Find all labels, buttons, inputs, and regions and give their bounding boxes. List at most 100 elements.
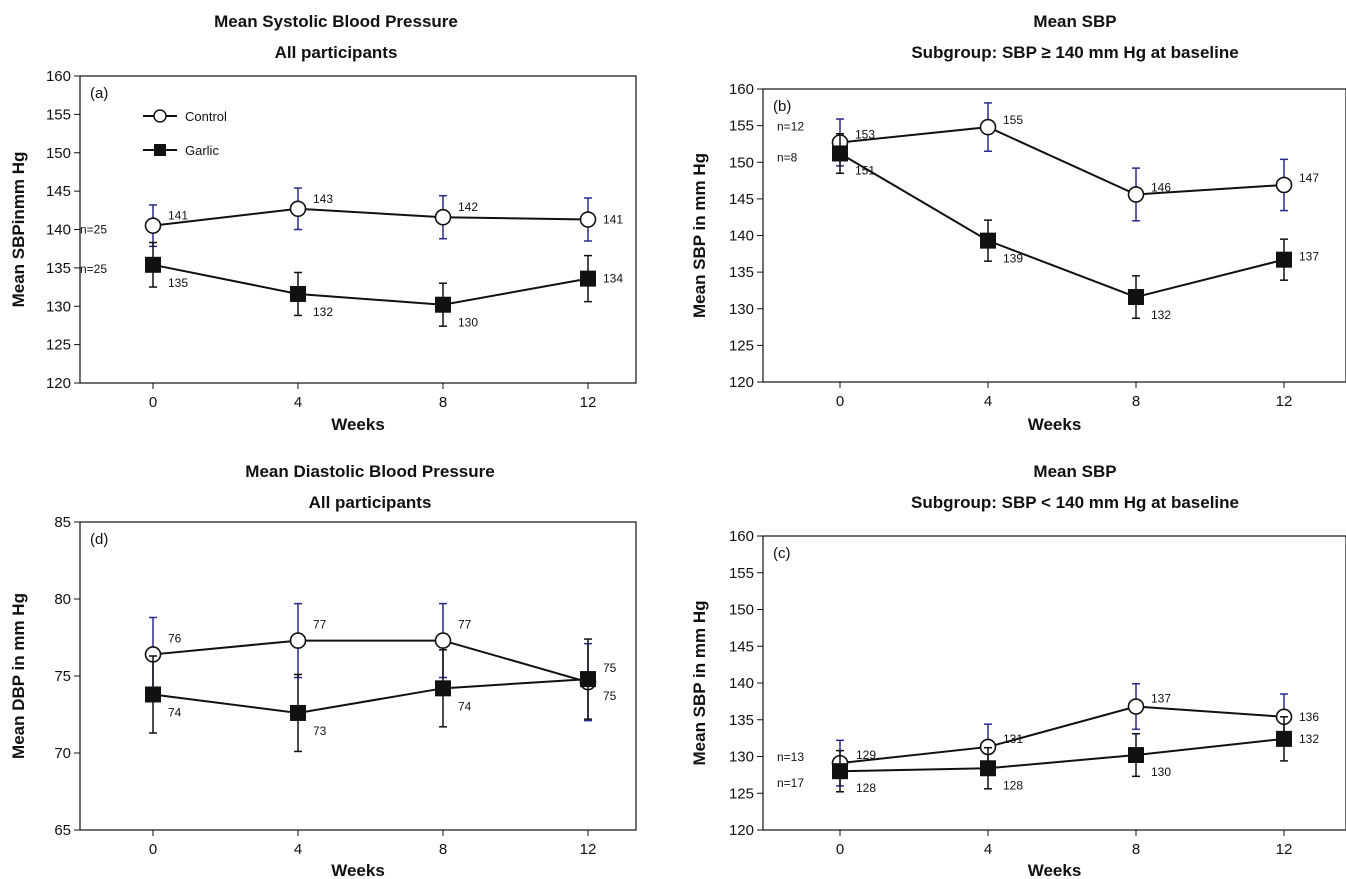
y-tick-label: 140 <box>729 675 754 692</box>
data-label: 151 <box>855 163 875 177</box>
plot-frame <box>79 75 637 384</box>
y-tick-label: 130 <box>729 749 754 766</box>
x-tick-label: 8 <box>439 841 447 858</box>
series-garlic: 128 128 130 132 <box>832 716 1319 795</box>
data-point-control <box>979 118 997 136</box>
series-line <box>839 126 1285 196</box>
y-tick-label: 125 <box>46 337 71 354</box>
data-label: 77 <box>458 618 472 632</box>
data-point-control <box>289 200 307 218</box>
data-label: 137 <box>1151 692 1171 706</box>
data-label: 73 <box>313 724 327 738</box>
x-tick-label: 8 <box>1132 393 1140 410</box>
series-line <box>839 737 1285 773</box>
series-line <box>152 678 589 714</box>
data-point-control <box>434 632 452 649</box>
data-label: 130 <box>1151 765 1171 779</box>
data-label: 75 <box>603 661 617 675</box>
panel-label: (d) <box>90 531 108 548</box>
y-tick-label: 65 <box>54 822 71 839</box>
data-point-garlic <box>435 296 451 313</box>
legend-label-control: Control <box>185 109 227 124</box>
legend-label-garlic: Garlic <box>185 143 219 158</box>
data-label: 136 <box>1299 710 1319 724</box>
data-point-garlic <box>1276 251 1292 268</box>
data-point-garlic <box>1128 289 1144 306</box>
chart-subtitle: All participants <box>309 493 432 512</box>
data-label: 155 <box>1003 113 1023 127</box>
x-tick-label: 4 <box>294 841 302 858</box>
data-label: 147 <box>1299 171 1319 185</box>
x-tick-label: 4 <box>984 393 992 410</box>
x-tick-label: 12 <box>1276 841 1293 858</box>
data-label: 77 <box>313 618 327 632</box>
y-tick-label: 120 <box>46 375 71 392</box>
series-garlic: 74 73 74 75 <box>145 638 617 753</box>
y-tick-label: 75 <box>54 668 71 685</box>
chart-panel-a: Mean Systolic Blood Pressure All particip… <box>9 12 637 434</box>
series-line <box>152 639 589 684</box>
y-tick-label: 70 <box>54 745 71 762</box>
data-point-control <box>434 208 452 226</box>
x-tick-label: 0 <box>836 393 844 410</box>
data-label: 131 <box>1003 732 1023 746</box>
y-tick-label: 160 <box>46 68 71 85</box>
data-label: 142 <box>458 200 478 214</box>
chart-subtitle: Subgroup: SBP < 140 mm Hg at baseline <box>911 493 1239 512</box>
data-point-garlic <box>145 256 161 273</box>
data-point-garlic <box>980 232 996 249</box>
y-tick-label: 155 <box>729 118 754 135</box>
data-label: 130 <box>458 316 478 330</box>
y-tick-label: 155 <box>46 106 71 123</box>
data-label: 132 <box>1299 732 1319 746</box>
plot-frame <box>762 535 1346 831</box>
chart-title: Mean Systolic Blood Pressure <box>214 12 458 31</box>
y-tick-label: 145 <box>46 183 71 200</box>
data-label: 143 <box>313 192 333 206</box>
data-label: 132 <box>313 305 333 319</box>
series-garlic: 135 132 130 134 <box>145 241 623 330</box>
y-tick-label: 150 <box>46 145 71 162</box>
y-tick-label: 120 <box>729 822 754 839</box>
y-axis-label: Mean SBP in mm Hg <box>690 601 709 766</box>
y-tick-label: 145 <box>729 638 754 655</box>
panel-label: (a) <box>90 85 108 102</box>
y-tick-label: 135 <box>729 712 754 729</box>
y-tick-label: 135 <box>729 264 754 281</box>
data-label: 74 <box>168 705 182 719</box>
y-tick-label: 125 <box>729 785 754 802</box>
data-point-garlic <box>580 671 596 688</box>
x-tick-label: 0 <box>836 841 844 858</box>
y-tick-label: 80 <box>54 591 71 608</box>
x-tick-label: 8 <box>439 394 447 411</box>
chart-panel-d: Mean Diastolic Blood Pressure All partici… <box>9 462 637 879</box>
x-axis-label: Weeks <box>331 861 385 879</box>
y-tick-label: 130 <box>46 298 71 315</box>
data-label: 146 <box>1151 180 1171 194</box>
data-point-control <box>1275 176 1293 194</box>
data-label: 132 <box>1151 308 1171 322</box>
legend-marker-garlic <box>154 144 166 156</box>
y-tick-label: 150 <box>729 602 754 619</box>
data-point-garlic <box>980 760 996 777</box>
y-tick-label: 140 <box>729 228 754 245</box>
data-point-control <box>579 211 597 228</box>
chart-title: Mean Diastolic Blood Pressure <box>245 462 494 481</box>
data-label: 141 <box>168 209 188 223</box>
series-line <box>839 705 1285 765</box>
n-label: n=17 <box>777 776 804 790</box>
y-tick-label: 135 <box>46 260 71 277</box>
series-garlic: 151 139 132 137 <box>832 132 1319 322</box>
y-tick-label: 145 <box>729 191 754 208</box>
data-point-garlic <box>1276 730 1292 747</box>
panel-label: (c) <box>773 545 791 562</box>
data-label: 153 <box>855 127 875 141</box>
plot-frame <box>79 521 637 831</box>
n-label: n=8 <box>777 150 798 164</box>
data-label: 135 <box>168 276 188 290</box>
n-label: n=25 <box>80 262 107 276</box>
x-tick-label: 12 <box>580 841 597 858</box>
data-point-control <box>144 217 162 234</box>
data-label: 75 <box>603 689 617 703</box>
data-point-control <box>289 632 307 649</box>
